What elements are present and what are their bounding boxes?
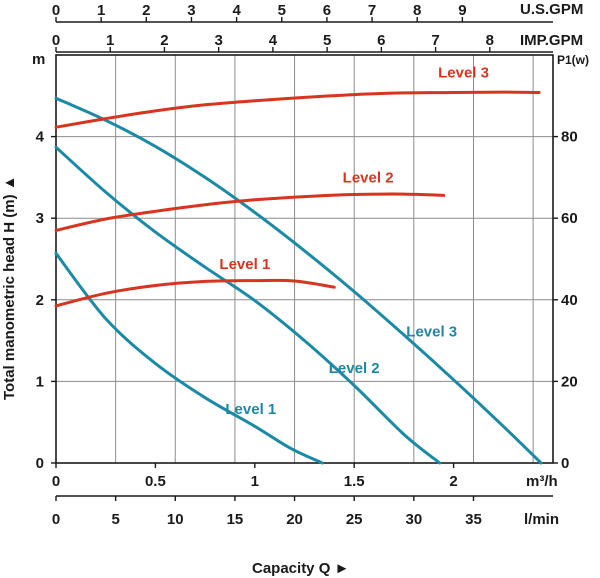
bottom-lmin-tick-label: 0	[52, 511, 60, 528]
bottom-lmin-tick-label: 10	[167, 511, 184, 528]
top-usgpm-tick-label: 0	[52, 2, 60, 19]
top-impgpm-tick-label: 7	[431, 32, 439, 49]
series-layer	[54, 90, 543, 465]
top-impgpm-unit: IMP.GPM	[520, 32, 583, 49]
right-axis-tick-label: 0	[561, 455, 569, 472]
top-usgpm-tick-label: 8	[413, 2, 421, 19]
top-impgpm-tick-label: 5	[323, 32, 331, 49]
top-impgpm-tick-label: 3	[215, 32, 223, 49]
top-usgpm-tick-label: 6	[323, 2, 331, 19]
right-axis-unit: P1(w)	[557, 53, 589, 67]
left-axis-unit: m	[32, 51, 45, 68]
bottom-m3h-tick-label: 0.5	[145, 473, 166, 490]
left-axis-tick-label: 2	[36, 292, 44, 309]
power-curve-level-1	[54, 278, 336, 308]
bottom-m3h-tick-label: 0	[52, 473, 60, 490]
bottom-lmin-tick-label: 15	[227, 511, 244, 528]
bottom-m3h-tick-label: 2	[449, 473, 457, 490]
bottom-m3h-unit: m³/h	[526, 473, 558, 490]
left-axis-tick-label: 4	[36, 129, 45, 146]
power-curve-level-2	[54, 192, 446, 232]
top-impgpm-tick-label: 8	[486, 32, 494, 49]
top-impgpm-tick-label: 2	[160, 32, 168, 49]
right-axis-tick-label: 80	[561, 129, 578, 146]
axes-layer	[55, 21, 554, 497]
bottom-lmin-unit: l/min	[524, 511, 559, 528]
top-usgpm-tick-label: 3	[187, 2, 195, 19]
left-axis-tick-label: 3	[36, 210, 44, 227]
power-series-label: Level 3	[438, 64, 489, 81]
right-axis-tick-label: 20	[561, 373, 578, 390]
top-impgpm-tick-label: 4	[269, 32, 278, 49]
top-usgpm-tick-label: 2	[142, 2, 150, 19]
head-curve-level-3	[54, 96, 543, 465]
right-axis-tick-label: 40	[561, 292, 578, 309]
bottom-lmin-tick-label: 20	[286, 511, 303, 528]
power-curve-level-3	[54, 90, 541, 129]
left-axis-tick-label: 1	[36, 373, 44, 390]
bottom-m3h-tick-label: 1	[251, 473, 259, 490]
power-series-label: Level 1	[219, 256, 270, 273]
y-axis-title: Total manometric head H (m) ▲	[1, 175, 18, 400]
head-series-label: Level 1	[225, 401, 276, 418]
top-usgpm-tick-label: 5	[278, 2, 286, 19]
head-curve-level-2	[54, 145, 442, 465]
power-series-label: Level 2	[343, 169, 394, 186]
head-curve-level-1	[54, 251, 324, 465]
top-impgpm-tick-label: 6	[377, 32, 385, 49]
grid-layer	[56, 54, 553, 463]
labels-layer: Level 1 Level 2 Level 3 Level 1 Level 2 Level…	[219, 64, 489, 418]
right-axis-tick-label: 60	[561, 210, 578, 227]
top-impgpm-tick-label: 0	[52, 32, 60, 49]
bottom-lmin-tick-label: 5	[111, 511, 119, 528]
top-usgpm-tick-label: 9	[458, 2, 466, 19]
plot-frame	[55, 54, 554, 464]
bottom-lmin-tick-label: 30	[405, 511, 422, 528]
top-usgpm-tick-label: 4	[232, 2, 241, 19]
head-series-label: Level 2	[329, 360, 380, 377]
bottom-lmin-tick-label: 25	[346, 511, 363, 528]
bottom-m3h-tick-label: 1.5	[344, 473, 365, 490]
top-usgpm-tick-label: 1	[97, 2, 105, 19]
top-usgpm-tick-label: 7	[368, 2, 376, 19]
x-axis-title: Capacity Q ►	[252, 560, 349, 577]
left-axis-tick-label: 0	[36, 455, 44, 472]
bottom-lmin-tick-label: 35	[465, 511, 482, 528]
top-impgpm-tick-label: 1	[106, 32, 114, 49]
head-series-label: Level 3	[406, 324, 457, 341]
top-usgpm-unit: U.S.GPM	[520, 1, 583, 18]
